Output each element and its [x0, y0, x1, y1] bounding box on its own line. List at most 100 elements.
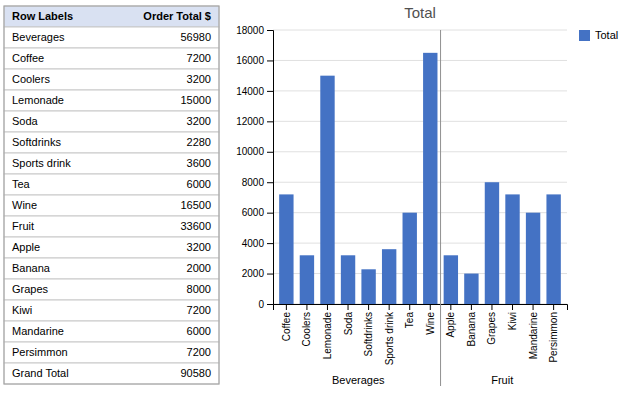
group-label: Fruit: [491, 374, 513, 386]
y-tick-label: 2000: [242, 268, 265, 279]
y-tick-label: 8000: [242, 177, 265, 188]
chart-title: Total: [404, 4, 436, 21]
table-row-bg: [4, 48, 219, 69]
table-label: Fruit: [12, 220, 34, 232]
x-tick: Mandarine: [528, 304, 539, 359]
y-tick-mark: [267, 213, 273, 214]
table-label: Sports drink: [12, 157, 71, 169]
table-value: 8000: [187, 283, 211, 295]
table-label: Mandarine: [12, 325, 64, 337]
bars: [279, 53, 561, 304]
y-tick-mark: [267, 182, 273, 183]
y-tick-mark: [267, 243, 273, 244]
table-label: Softdrinks: [12, 136, 61, 148]
table-value: 6000: [187, 325, 211, 337]
x-tick-mark: [286, 304, 287, 310]
table-value: 7200: [187, 304, 211, 316]
table-row-bg: [4, 279, 219, 300]
bar: [423, 53, 437, 304]
x-tick-mark: [327, 304, 328, 310]
table-value: 7200: [187, 52, 211, 64]
table-value: 15000: [180, 94, 211, 106]
x-tick-mark: [368, 304, 369, 310]
groups: Beverages Fruit: [332, 30, 513, 386]
y-tick-label: 12000: [236, 116, 264, 127]
x-tick-mark: [553, 304, 554, 310]
x-tick-label: Coffee: [281, 312, 292, 342]
x-axis: CoffeeCoolersLemonadeSodaSoftdrinksSport…: [274, 304, 568, 365]
x-tick-mark: [306, 304, 307, 310]
table-label: Banana: [12, 262, 51, 274]
legend: Total: [579, 29, 618, 41]
table: Row Labels Order Total $ Beverages 56980 Cof…: [4, 6, 219, 384]
x-tick: Coolers: [301, 304, 312, 346]
grid: [273, 30, 567, 304]
y-tick-mark: [267, 304, 273, 305]
table-header-bg: [4, 6, 219, 27]
y-tick: 10000: [236, 146, 273, 157]
table-row-bg: [4, 216, 219, 237]
y-tick-label: 10000: [236, 146, 264, 157]
grid-line: [273, 182, 567, 183]
bar: [546, 194, 560, 304]
table-row-bg: [4, 132, 219, 153]
x-tick-mark: [512, 304, 513, 310]
y-tick: 0: [258, 299, 273, 310]
x-tick-label: Sports drink: [384, 311, 395, 365]
x-tick: Tea: [404, 304, 415, 328]
y-tick: 14000: [236, 86, 273, 97]
table-value: 7200: [187, 346, 211, 358]
legend-swatch: [579, 30, 590, 41]
table-value: 6000: [187, 178, 211, 190]
table-label: Coffee: [12, 52, 44, 64]
table-header: Order Total $: [143, 10, 211, 22]
bar: [300, 255, 314, 304]
table-label: Lemonade: [12, 94, 64, 106]
table-value: 3600: [187, 157, 211, 169]
grid-line: [273, 90, 567, 91]
table-value: 90580: [180, 367, 211, 379]
table-header: Row Labels: [12, 10, 73, 22]
y-tick-mark: [267, 152, 273, 153]
x-tick-label: Tea: [404, 312, 415, 329]
table-label: Soda: [12, 115, 39, 127]
bar: [464, 274, 478, 304]
bar: [382, 249, 396, 304]
x-tick: Softdrinks: [363, 304, 374, 356]
bar: [505, 194, 519, 304]
table-row-bg: [4, 258, 219, 279]
x-tick-mark: [450, 304, 451, 310]
y-tick-mark: [267, 60, 273, 61]
table-label: Grapes: [12, 283, 49, 295]
y-tick: 18000: [236, 25, 273, 36]
table-label: Coolers: [12, 73, 50, 85]
x-tick-label: Mandarine: [528, 312, 539, 360]
y-tick-mark: [267, 91, 273, 92]
table-row-bg: [4, 342, 219, 363]
y-tick-label: 14000: [236, 86, 264, 97]
grid-line: [273, 243, 567, 244]
table-value: 56980: [180, 31, 211, 43]
x-tick: Coffee: [281, 304, 292, 341]
legend-label: Total: [595, 29, 618, 41]
y-tick: 12000: [236, 116, 273, 127]
bar: [320, 76, 334, 304]
table-value: 3200: [187, 73, 211, 85]
table-border: [4, 6, 219, 384]
x-tick: Persimmon: [548, 304, 559, 363]
table-label: Beverages: [12, 31, 65, 43]
x-tick: Wine: [425, 304, 436, 335]
y-axis: 0200040006000800010000120001400016000180…: [236, 25, 273, 310]
y-tick-label: 4000: [242, 238, 265, 249]
table-value: 16500: [180, 199, 211, 211]
y-tick-mark: [267, 274, 273, 275]
y-tick: 4000: [242, 238, 273, 249]
group-label: Beverages: [332, 374, 385, 386]
table-row-bg: [4, 111, 219, 132]
grid-line: [273, 121, 567, 122]
y-tick-label: 6000: [242, 207, 265, 218]
table-row-bg: [4, 153, 219, 174]
bar: [526, 213, 540, 304]
x-tick-mark: [348, 304, 349, 310]
x-tick-label: Grapes: [486, 312, 497, 345]
